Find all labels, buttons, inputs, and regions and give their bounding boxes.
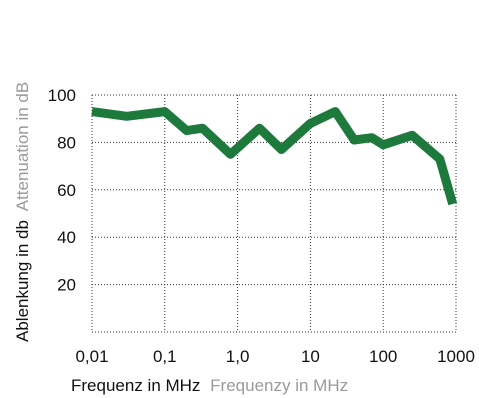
series-layer [91,107,458,206]
x-tick-labels: 0,01 0,1 1,0 10 100 1000 [75,347,474,366]
chart-grid [91,94,457,333]
y-tick-label: 40 [57,228,76,247]
attenuation-series-line [91,107,458,206]
y-axis-title-secondary: Attenuation in dB [13,82,32,211]
x-axis-title-primary: Frequenz in MHz [71,376,200,395]
x-tick-label: 1,0 [226,347,250,366]
x-tick-label: 100 [369,347,397,366]
x-axis-title: Frequenz in MHz Frequenzy in MHz [71,376,348,395]
y-tick-label: 100 [48,86,76,105]
y-tick-label: 60 [57,181,76,200]
x-tick-label: 1000 [437,347,475,366]
x-axis-title-secondary: Frequenzy in MHz [210,376,348,395]
y-tick-label: 20 [57,276,76,295]
y-tick-label: 80 [57,133,76,152]
y-axis-title: Ablenkung in db Attenuation in dB [13,82,32,342]
y-tick-labels: 20 40 60 80 100 [48,86,76,295]
x-tick-label: 10 [301,347,320,366]
y-axis-title-primary: Ablenkung in db [13,220,32,342]
x-tick-label: 0,1 [153,347,177,366]
x-tick-label: 0,01 [75,347,108,366]
